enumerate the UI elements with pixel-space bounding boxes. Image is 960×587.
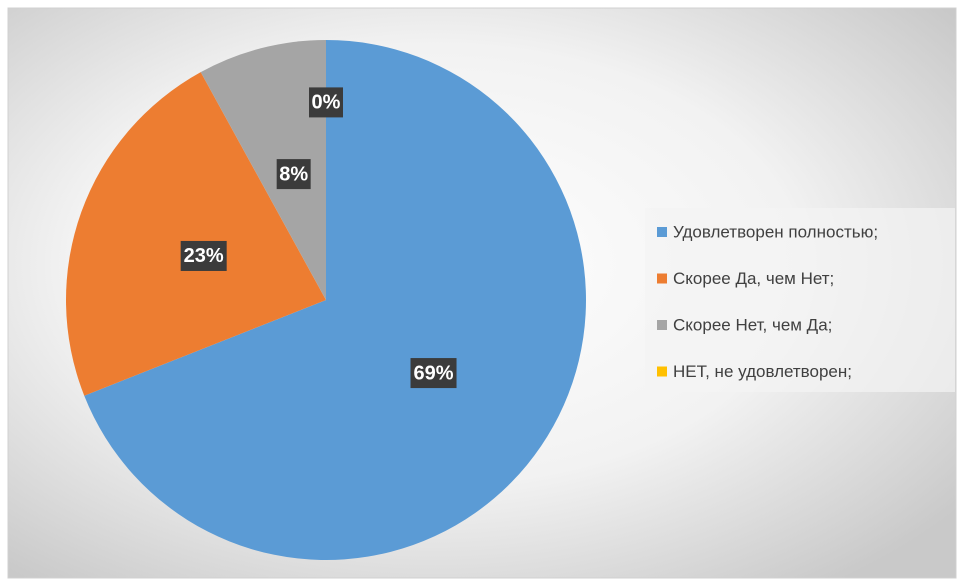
legend-box xyxy=(645,208,955,392)
legend-marker xyxy=(657,227,667,237)
legend-label: Удовлетворен полностью; xyxy=(673,222,878,241)
pie-slice xyxy=(66,72,327,396)
data-label-box xyxy=(180,240,227,271)
legend-label: НЕТ, не удовлетворен; xyxy=(673,362,852,381)
legend-label: Скорее Да, чем Нет; xyxy=(673,269,834,288)
pie-slice xyxy=(84,40,586,560)
data-label-box xyxy=(410,358,457,389)
legend-marker xyxy=(657,273,667,284)
pie-slice xyxy=(200,40,326,300)
data-label-box xyxy=(276,159,311,190)
legend-marker xyxy=(657,366,667,377)
data-label-box xyxy=(309,87,343,118)
data-label: 23% xyxy=(184,245,224,267)
legend-label: Скорее Нет, чем Да; xyxy=(673,315,832,334)
data-label: 69% xyxy=(414,362,454,384)
data-label: 0% xyxy=(312,92,341,114)
data-label: 8% xyxy=(279,163,308,185)
legend-marker xyxy=(657,320,667,330)
